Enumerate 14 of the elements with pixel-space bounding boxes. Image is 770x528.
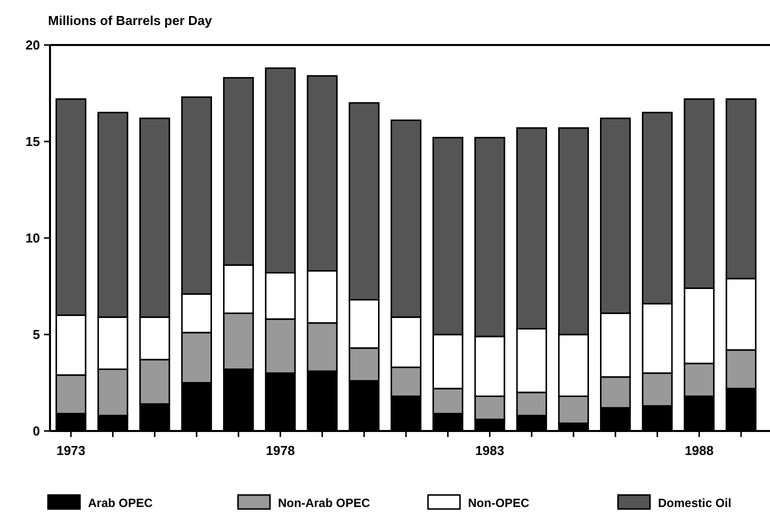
- y-tick-label: 20: [26, 38, 40, 53]
- y-tick-label: 15: [26, 134, 40, 150]
- y-axis-title: Millions of Barrels per Day: [48, 13, 213, 28]
- legend-label: Non-OPEC: [468, 496, 530, 510]
- legend-label: Non-Arab OPEC: [278, 496, 370, 510]
- x-tick-label: 1988: [684, 443, 714, 458]
- x-tick-label: 1973: [56, 443, 86, 458]
- legend-label: Domestic Oil: [658, 496, 732, 510]
- y-tick-label: 5: [32, 327, 40, 342]
- y-tick-label: 10: [26, 230, 40, 246]
- x-tick-label: 1983: [475, 443, 504, 458]
- x-tick-label: 1978: [266, 443, 295, 458]
- legend-label: Arab OPEC: [88, 496, 154, 510]
- y-tick-label: 0: [32, 424, 40, 439]
